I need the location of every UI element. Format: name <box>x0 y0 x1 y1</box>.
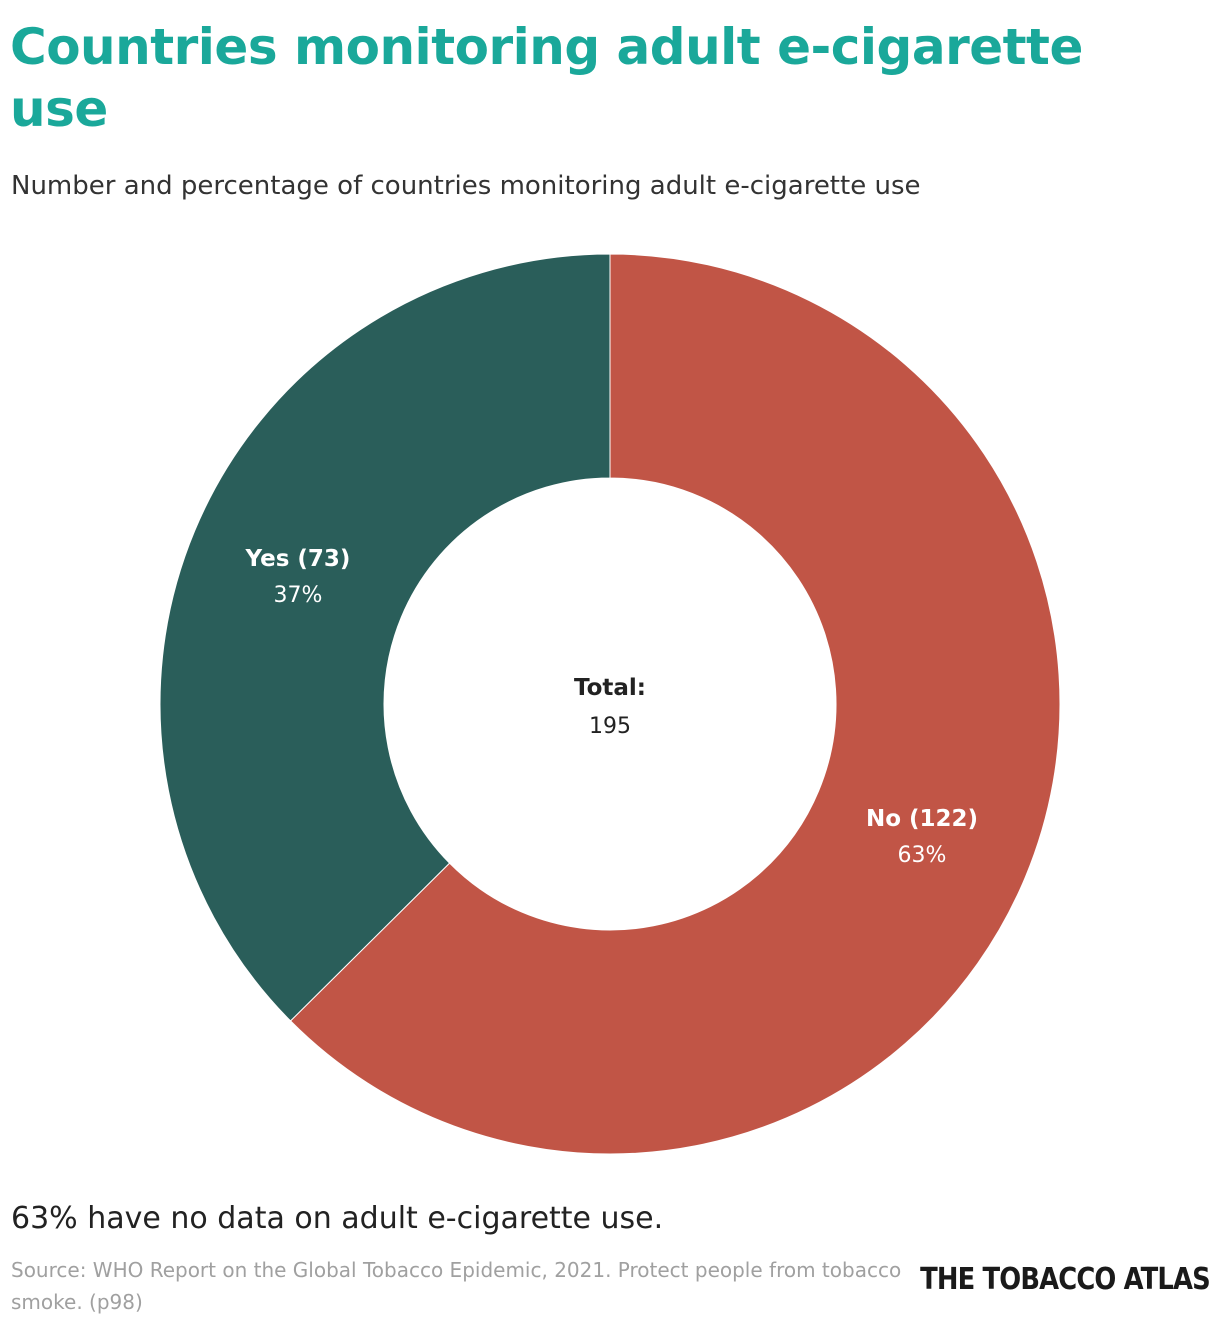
chart-title: Countries monitoring adult e-cigarette u… <box>10 18 1083 138</box>
center-total-value: 195 <box>589 714 631 739</box>
chart-note: 63% have no data on adult e-cigarette us… <box>11 1201 664 1236</box>
slice-label-no: No (122) <box>866 806 978 832</box>
center-total-label: Total: <box>574 675 646 701</box>
tobacco-atlas-logo: THE TOBACCO ATLAS <box>920 1262 1211 1297</box>
source-citation: Source: WHO Report on the Global Tobacco… <box>11 1258 902 1314</box>
donut-slices <box>159 253 1061 1155</box>
slice-percent-yes: 37% <box>274 583 323 608</box>
slice-percent-no: 63% <box>898 843 947 868</box>
slice-label-yes: Yes (73) <box>245 546 351 572</box>
donut-chart: No (122) 63% Yes (73) 37% Total: 195 <box>159 253 1061 1155</box>
slice-labels: No (122) 63% Yes (73) 37% <box>245 546 979 868</box>
slice-yes <box>159 253 611 1022</box>
chart-subtitle: Number and percentage of countries monit… <box>11 171 921 201</box>
slice-no <box>289 253 1061 1155</box>
